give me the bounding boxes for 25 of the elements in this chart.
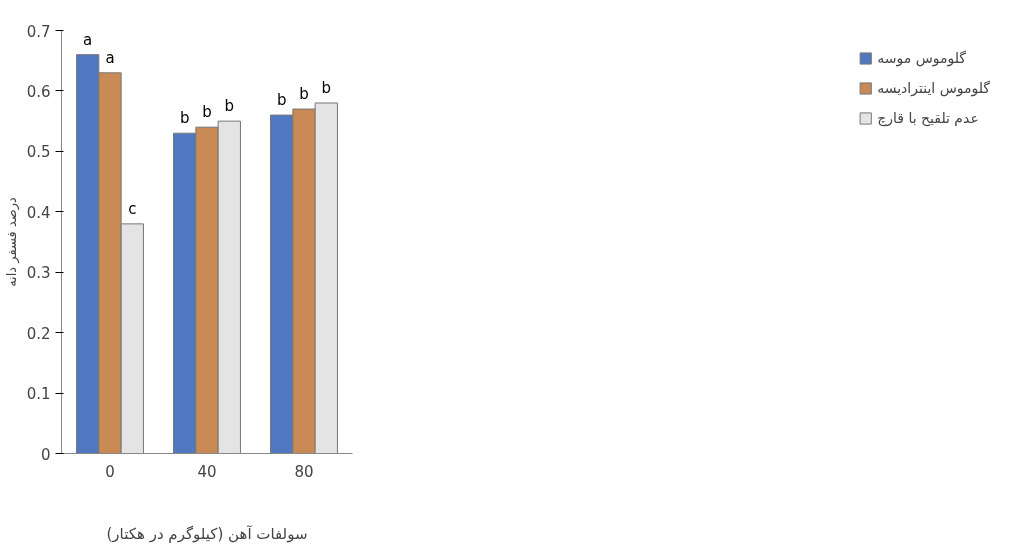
- y-tick-label: 0.4: [26, 203, 51, 222]
- y-tick-label: 0: [40, 445, 51, 464]
- x-tick-label: 80: [294, 462, 314, 481]
- y-tick-label: 0.5: [26, 143, 51, 162]
- y-tick-label: 0.7: [26, 22, 51, 41]
- x-tick-label: 0: [105, 462, 115, 481]
- data-label: a: [105, 48, 115, 67]
- y-axis-title: درصد فسفر دانه: [3, 196, 20, 287]
- data-label: b: [276, 91, 287, 110]
- data-label: b: [299, 85, 309, 104]
- legend-label: گلوموس اینترادیسه: [877, 80, 990, 96]
- legend-label: عدم تلقیح با قارچ: [877, 110, 979, 126]
- x-axis-title: سولفات آهن (کیلوگرم در هکتار): [106, 524, 308, 543]
- legend-label: گلوموس موسه: [877, 50, 966, 66]
- data-label: b: [179, 109, 190, 128]
- data-label: b: [202, 103, 212, 122]
- y-tick-label: 0.6: [26, 82, 51, 101]
- x-tick-label: 40: [197, 462, 217, 481]
- data-label: b: [224, 97, 235, 116]
- y-tick-label: 0.3: [26, 264, 51, 283]
- y-tick-label: 0.2: [26, 324, 51, 343]
- data-label: b: [321, 79, 332, 98]
- y-tick-label: 0.1: [26, 385, 51, 404]
- data-label: c: [128, 199, 137, 218]
- data-label: a: [83, 30, 93, 49]
